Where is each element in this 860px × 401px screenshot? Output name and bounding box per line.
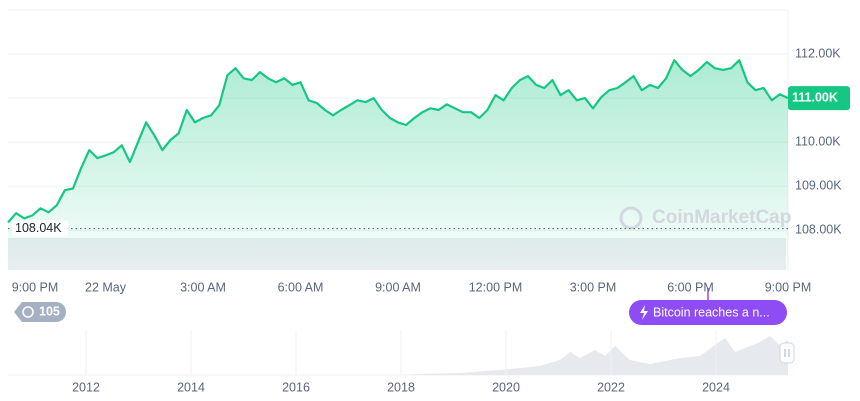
navigator-year: 2012 [72,380,100,394]
history-count: 105 [39,304,60,318]
x-tick-label: 6:00 PM [667,280,714,294]
navigator-year: 2018 [387,380,415,394]
area [8,60,788,271]
navigator-year: 2024 [702,380,730,394]
event-icon [640,305,648,320]
navigator-year: 2014 [177,380,205,394]
y-tick-label: 112.00K [795,46,841,60]
event-label: Bitcoin reaches a n... [653,305,770,319]
event-pill[interactable]: Bitcoin reaches a n... [629,300,787,325]
navigator-area [400,336,788,375]
x-tick-label: 12:00 PM [469,280,523,294]
navigator-handle[interactable] [779,342,795,364]
open-price-label: 108.04K [15,221,62,235]
navigator-year: 2016 [282,380,310,394]
x-tick-label: 3:00 PM [570,280,617,294]
current-price-label: 111.00K [792,90,838,104]
y-tick-label: 108.00K [795,223,842,237]
x-tick-label: 9:00 PM [765,280,812,294]
y-tick-label: 109.00K [795,179,842,193]
x-tick-label: 9:00 PM [12,280,59,294]
x-tick-label: 3:00 AM [180,280,226,294]
history-button[interactable]: 105 [14,302,66,322]
open-price-label-bg [12,220,68,237]
history-icon [22,306,34,318]
x-tick-label: 22 May [85,280,127,294]
x-tick-label: 9:00 AM [375,280,421,294]
x-tick-label: 6:00 AM [278,280,324,294]
y-tick-label: 110.00K [795,135,841,149]
watermark: CoinMarketCap [652,207,791,228]
current-price-tag [788,86,850,111]
event-pill-bg [629,300,787,325]
navigator-year: 2020 [492,380,520,394]
price-line [7,59,789,224]
navigator-year: 2022 [597,380,625,394]
navigator[interactable]: 2012 2014 2016 2018 2020 2022 2024 [8,330,795,394]
watermark-logo [619,206,643,230]
